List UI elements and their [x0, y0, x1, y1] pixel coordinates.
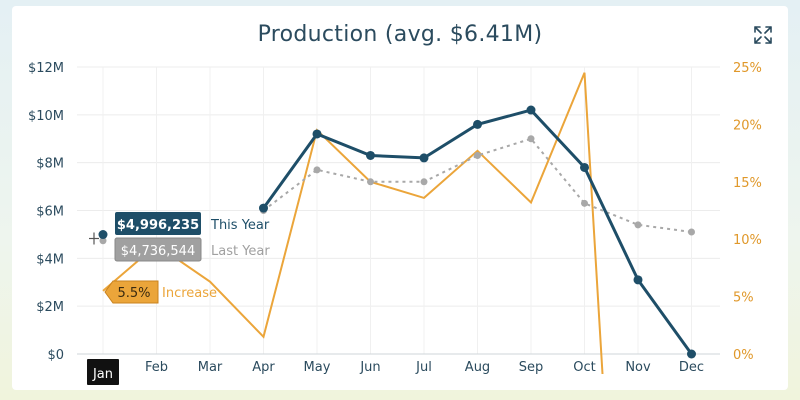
last-year-point: [581, 199, 588, 207]
x-tick-label: Mar: [198, 360, 223, 375]
last-year-line: [262, 137, 692, 233]
x-tick-label: Jun: [359, 360, 380, 375]
y-left-tick-label: $0: [47, 348, 64, 363]
chart-title: Production (avg. $6.41M): [257, 22, 543, 47]
y-right-tick-label: 20%: [733, 118, 762, 133]
tooltip-this-year-value: $4,996,235: [117, 218, 199, 233]
y-right-tick-label: 5%: [733, 291, 754, 306]
x-tick-label: May: [304, 360, 331, 375]
y-right-tick-label: 10%: [733, 233, 762, 248]
x-tick-label: Nov: [625, 360, 651, 375]
tooltip-this-year-box: [115, 212, 201, 235]
x-tick-label: Apr: [252, 360, 275, 375]
this-year-point: [259, 203, 268, 213]
y-left-tick-label: $4M: [36, 252, 64, 267]
x-tick-label: Jul: [415, 360, 432, 375]
tooltip-last-year-box: [114, 237, 202, 262]
x-tick-label: Feb: [145, 360, 168, 375]
last-year-point: [99, 237, 107, 245]
tooltip-last-year-value: $4,736,544: [121, 244, 195, 259]
this-year-point: [687, 349, 696, 359]
y-left-tick-label: $12M: [28, 61, 64, 76]
last-year-point: [367, 178, 374, 186]
tooltip-this-year-label: This Year: [210, 218, 270, 233]
tooltip-last-year-label: Last Year: [211, 244, 270, 259]
last-year-point: [474, 151, 481, 159]
this-year-point: [580, 162, 589, 172]
last-year-point: [527, 135, 535, 143]
tooltip-increase-label: Increase: [162, 286, 217, 301]
this-year-point: [98, 230, 108, 240]
y-left-tick-label: $10M: [28, 109, 64, 124]
x-tick-label: Jan: [92, 367, 113, 382]
y-right-tick-label: 15%: [733, 176, 762, 191]
x-tick-label: Oct: [573, 360, 595, 375]
this-year-point: [526, 105, 536, 115]
this-year-point: [366, 150, 375, 160]
y-right-tick-label: 0%: [733, 348, 754, 363]
x-tick-label: Dec: [679, 360, 704, 375]
chart-card: Production (avg. $6.41M): [12, 6, 788, 390]
last-year-point: [634, 221, 642, 229]
last-year-point: [688, 228, 695, 236]
tooltip-increase-box: [104, 280, 159, 304]
y-right-tick-label: 25%: [733, 61, 762, 76]
this-year-point: [312, 129, 322, 139]
x-tick-highlight: [87, 359, 119, 385]
y-left-tick-label: $6M: [36, 205, 64, 220]
expand-icon[interactable]: [752, 24, 774, 46]
last-year-point: [420, 178, 428, 186]
y-left-tick-label: $2M: [36, 300, 64, 315]
y-left-tick-label: $8M: [36, 157, 64, 172]
x-tick-label: Aug: [465, 360, 490, 375]
last-year-point: [313, 166, 321, 174]
this-year-point: [633, 275, 643, 285]
this-year-point: [419, 153, 429, 163]
x-tick-label: Sep: [519, 360, 544, 375]
tooltip-increase-value: 5.5%: [117, 286, 150, 301]
this-year-point: [473, 119, 482, 129]
